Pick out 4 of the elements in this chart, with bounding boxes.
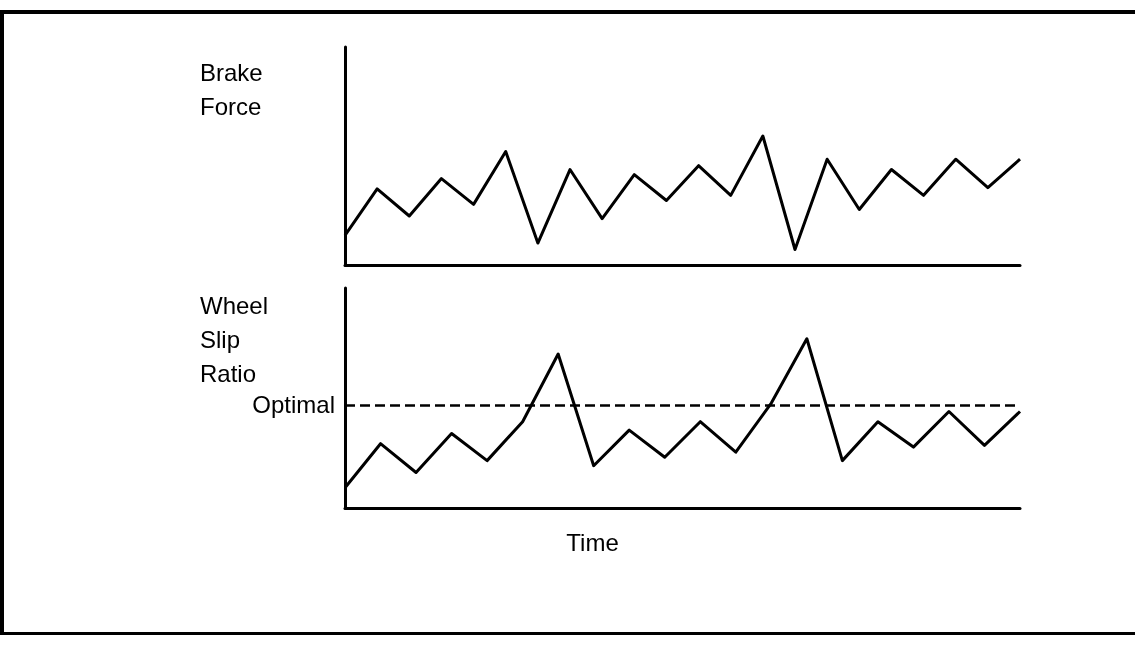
y-axis-title: Brake Force: [200, 58, 263, 120]
y-axis-title: Wheel Slip Ratio: [200, 291, 269, 387]
ref-line-label: Optimal: [252, 391, 335, 419]
x-axis-title: Time: [566, 528, 619, 556]
